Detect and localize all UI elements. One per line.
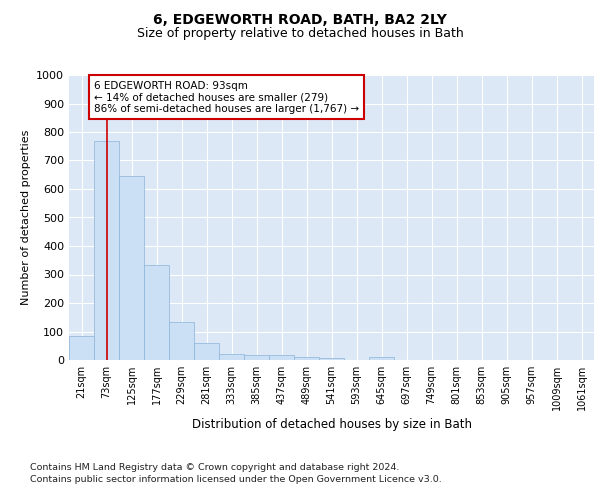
Bar xyxy=(369,357,394,360)
Bar xyxy=(194,343,219,360)
Bar xyxy=(244,355,269,360)
Bar xyxy=(219,354,244,360)
Text: 6, EDGEWORTH ROAD, BATH, BA2 2LY: 6, EDGEWORTH ROAD, BATH, BA2 2LY xyxy=(153,12,447,26)
Bar xyxy=(319,358,344,360)
Bar xyxy=(119,176,144,360)
Text: Size of property relative to detached houses in Bath: Size of property relative to detached ho… xyxy=(137,28,463,40)
Text: Contains public sector information licensed under the Open Government Licence v3: Contains public sector information licen… xyxy=(30,475,442,484)
Y-axis label: Number of detached properties: Number of detached properties xyxy=(20,130,31,305)
Bar xyxy=(169,322,194,360)
X-axis label: Distribution of detached houses by size in Bath: Distribution of detached houses by size … xyxy=(191,418,472,432)
Text: 6 EDGEWORTH ROAD: 93sqm
← 14% of detached houses are smaller (279)
86% of semi-d: 6 EDGEWORTH ROAD: 93sqm ← 14% of detache… xyxy=(94,80,359,114)
Text: Contains HM Land Registry data © Crown copyright and database right 2024.: Contains HM Land Registry data © Crown c… xyxy=(30,462,400,471)
Bar xyxy=(69,336,94,360)
Bar xyxy=(144,264,169,360)
Bar xyxy=(269,355,294,360)
Bar xyxy=(94,140,119,360)
Bar xyxy=(294,357,319,360)
